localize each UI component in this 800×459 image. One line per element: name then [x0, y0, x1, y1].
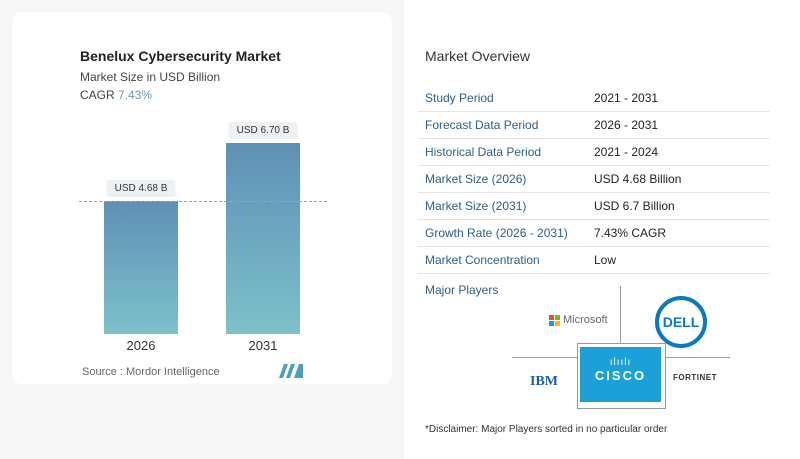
cisco-name: CISCO: [594, 368, 647, 383]
cisco-logo: ılıılı CISCO: [580, 347, 661, 402]
bar-2031: [226, 143, 300, 334]
overview-row: Forecast Data Period 2026 - 2031: [418, 111, 770, 139]
reference-line: [79, 201, 327, 202]
row-value: Low: [594, 253, 617, 267]
cagr: CAGR 7.43%: [80, 88, 152, 102]
row-value: USD 4.68 Billion: [594, 172, 682, 186]
disclaimer: *Disclaimer: Major Players sorted in no …: [425, 424, 668, 435]
row-label: Historical Data Period: [425, 145, 542, 159]
overview-row: Growth Rate (2026 - 2031) 7.43% CAGR: [418, 219, 770, 247]
source: Source : Mordor Intelligence: [82, 366, 220, 378]
microsoft-name: Microsoft: [563, 314, 608, 326]
row-value: 2021 - 2031: [594, 91, 659, 105]
row-label: Market Size (2026): [425, 172, 527, 186]
overview-row: Study Period 2021 - 2031: [418, 84, 770, 112]
row-value: 2021 - 2024: [594, 145, 659, 159]
dell-logo: DELL: [655, 296, 707, 348]
chart-title: Benelux Cybersecurity Market: [80, 48, 281, 64]
row-label: Market Size (2031): [425, 199, 527, 213]
cagr-value: 7.43%: [118, 88, 153, 102]
overview-title: Market Overview: [425, 48, 531, 64]
row-value: 7.43% CAGR: [594, 226, 667, 240]
row-label: Forecast Data Period: [425, 118, 539, 132]
chart-card: [12, 12, 392, 384]
fortinet-logo: FORTINET: [673, 373, 717, 382]
microsoft-logo: Microsoft: [549, 314, 608, 326]
row-label: Study Period: [425, 91, 494, 105]
overview-row: Market Size (2031) USD 6.7 Billion: [418, 192, 770, 220]
x-tick-label: 2031: [248, 338, 278, 353]
row-label: Market Concentration: [425, 253, 540, 267]
ibm-logo: IBM: [530, 374, 558, 389]
cisco-bars-icon: ılıılı: [609, 357, 632, 368]
chart-subtitle: Market Size in USD Billion: [80, 70, 221, 84]
major-players-label: Major Players: [425, 283, 499, 297]
mordor-logo-icon: [279, 364, 303, 378]
row-value: USD 6.7 Billion: [594, 199, 675, 213]
overview-row: Market Concentration Low: [418, 246, 770, 274]
row-label: Growth Rate (2026 - 2031): [425, 226, 568, 240]
data-label: USD 6.70 B: [228, 122, 298, 140]
microsoft-icon: [549, 314, 560, 326]
cagr-label: CAGR: [80, 88, 115, 102]
overview-row: Market Size (2026) USD 4.68 Billion: [418, 165, 770, 193]
data-label: USD 4.68 B: [106, 179, 176, 197]
row-value: 2026 - 2031: [594, 118, 659, 132]
x-tick-label: 2026: [126, 338, 156, 353]
overview-row: Historical Data Period 2021 - 2024: [418, 138, 770, 166]
bar-2026: [104, 200, 178, 334]
